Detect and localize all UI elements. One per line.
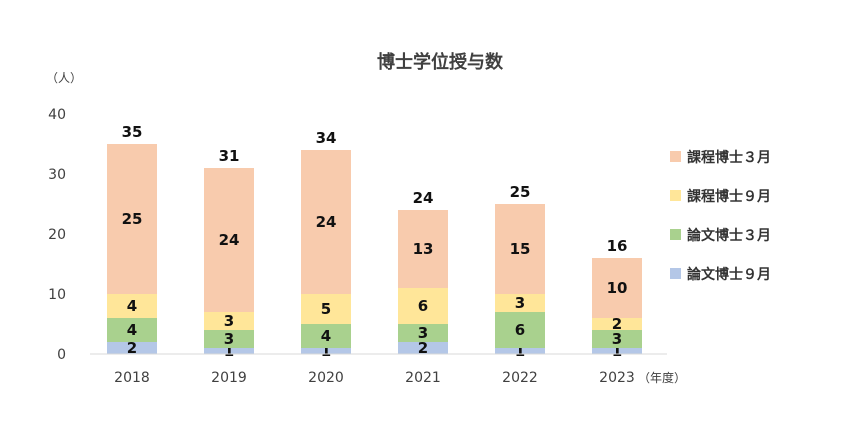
bar-segment [301,294,351,324]
bar-segment [398,324,448,342]
x-tick-label: 2021 [405,370,441,386]
data-label: 3 [418,324,428,342]
x-tick-label: 2020 [308,370,344,386]
data-label: 4 [127,297,137,315]
bar-segment [204,312,254,330]
y-tick-label: 10 [48,287,66,303]
bar-segment [592,348,642,354]
y-tick-label: 20 [48,227,66,243]
bar-segment [107,318,157,342]
data-label: 3 [224,330,234,348]
total-label: 16 [607,237,628,255]
legend-label: 課程博士３月 [687,149,771,166]
data-label: 6 [418,297,428,315]
bar-segment [301,348,351,354]
bar-segment [398,210,448,288]
y-tick-label: 30 [48,167,66,183]
bar-stack-2023: 132 10 16 [592,237,642,360]
bar-segment [301,150,351,294]
data-label: 2 [612,315,622,333]
data-label: 13 [413,240,434,258]
x-axis: 2018 2019 2020 2021 2022 2023 [90,353,667,386]
bar-segment [107,294,157,318]
x-tick-label: 2022 [502,370,538,386]
legend-label: 論文博士３月 [687,227,771,244]
y-tick-label: 0 [57,347,66,363]
legend-swatch [670,151,681,162]
data-label: 24 [219,231,240,249]
legend-label: 論文博士９月 [687,266,771,283]
legend-swatch [670,229,681,240]
bar-segment [204,168,254,312]
x-axis-unit-label: （年度） [638,370,686,385]
data-label: 24 [316,213,337,231]
data-label: 3 [515,294,525,312]
data-label: 5 [321,300,331,318]
data-label: 25 [122,210,143,228]
legend-item: 課程博士９月 [670,188,771,205]
data-label: 1 [224,342,234,360]
total-label: 34 [316,129,337,147]
bar-stack-2021: 23 6 13 24 [398,189,448,357]
chart-title: 博士学位授与数 [377,51,504,73]
data-label: 1 [612,342,622,360]
legend-item: 論文博士３月 [670,227,771,244]
x-tick-label: 2019 [211,370,247,386]
data-label: 10 [607,279,628,297]
data-label: 1 [515,342,525,360]
bar-segment [592,318,642,330]
bar-segment [107,342,157,354]
bar-stack-2022: 1 6 3 15 25 [495,183,545,360]
total-label: 31 [219,147,240,165]
legend-swatch [670,190,681,201]
bar-segment [398,288,448,324]
data-label: 2 [127,339,137,357]
total-label: 35 [122,123,143,141]
y-tick-label: 40 [48,107,66,123]
bar-segment [107,144,157,294]
data-label: 15 [510,240,531,258]
x-tick-label: 2018 [114,370,150,386]
data-label: 4 [321,327,331,345]
bars-group: 2442535133243114524342361324163152513210… [107,123,642,360]
data-label: 3 [612,330,622,348]
bar-segment [592,330,642,348]
bar-segment [204,330,254,348]
bar-segment [301,324,351,348]
legend-swatch [670,268,681,279]
bar-stack-2020: 14 5 24 34 [301,129,351,360]
x-tick-label: 2023 [599,370,635,386]
bar-segment [495,312,545,348]
bar-segment [495,348,545,354]
legend-label: 課程博士９月 [687,188,771,205]
total-label: 25 [510,183,531,201]
data-label: 1 [321,342,331,360]
y-axis: 0 10 20 30 40 [48,107,66,363]
bar-segment [398,342,448,354]
data-label: 4 [127,321,137,339]
bar-segment [495,294,545,312]
legend-item: 論文博士９月 [670,266,771,283]
bar-segment [204,348,254,354]
data-label: 3 [224,312,234,330]
total-label: 24 [413,189,434,207]
legend-item: 課程博士３月 [670,149,771,166]
data-label: 6 [515,321,525,339]
bar-segment [592,258,642,318]
data-label: 2 [418,339,428,357]
y-axis-unit-label: （人） [46,71,82,85]
bar-segment [495,204,545,294]
